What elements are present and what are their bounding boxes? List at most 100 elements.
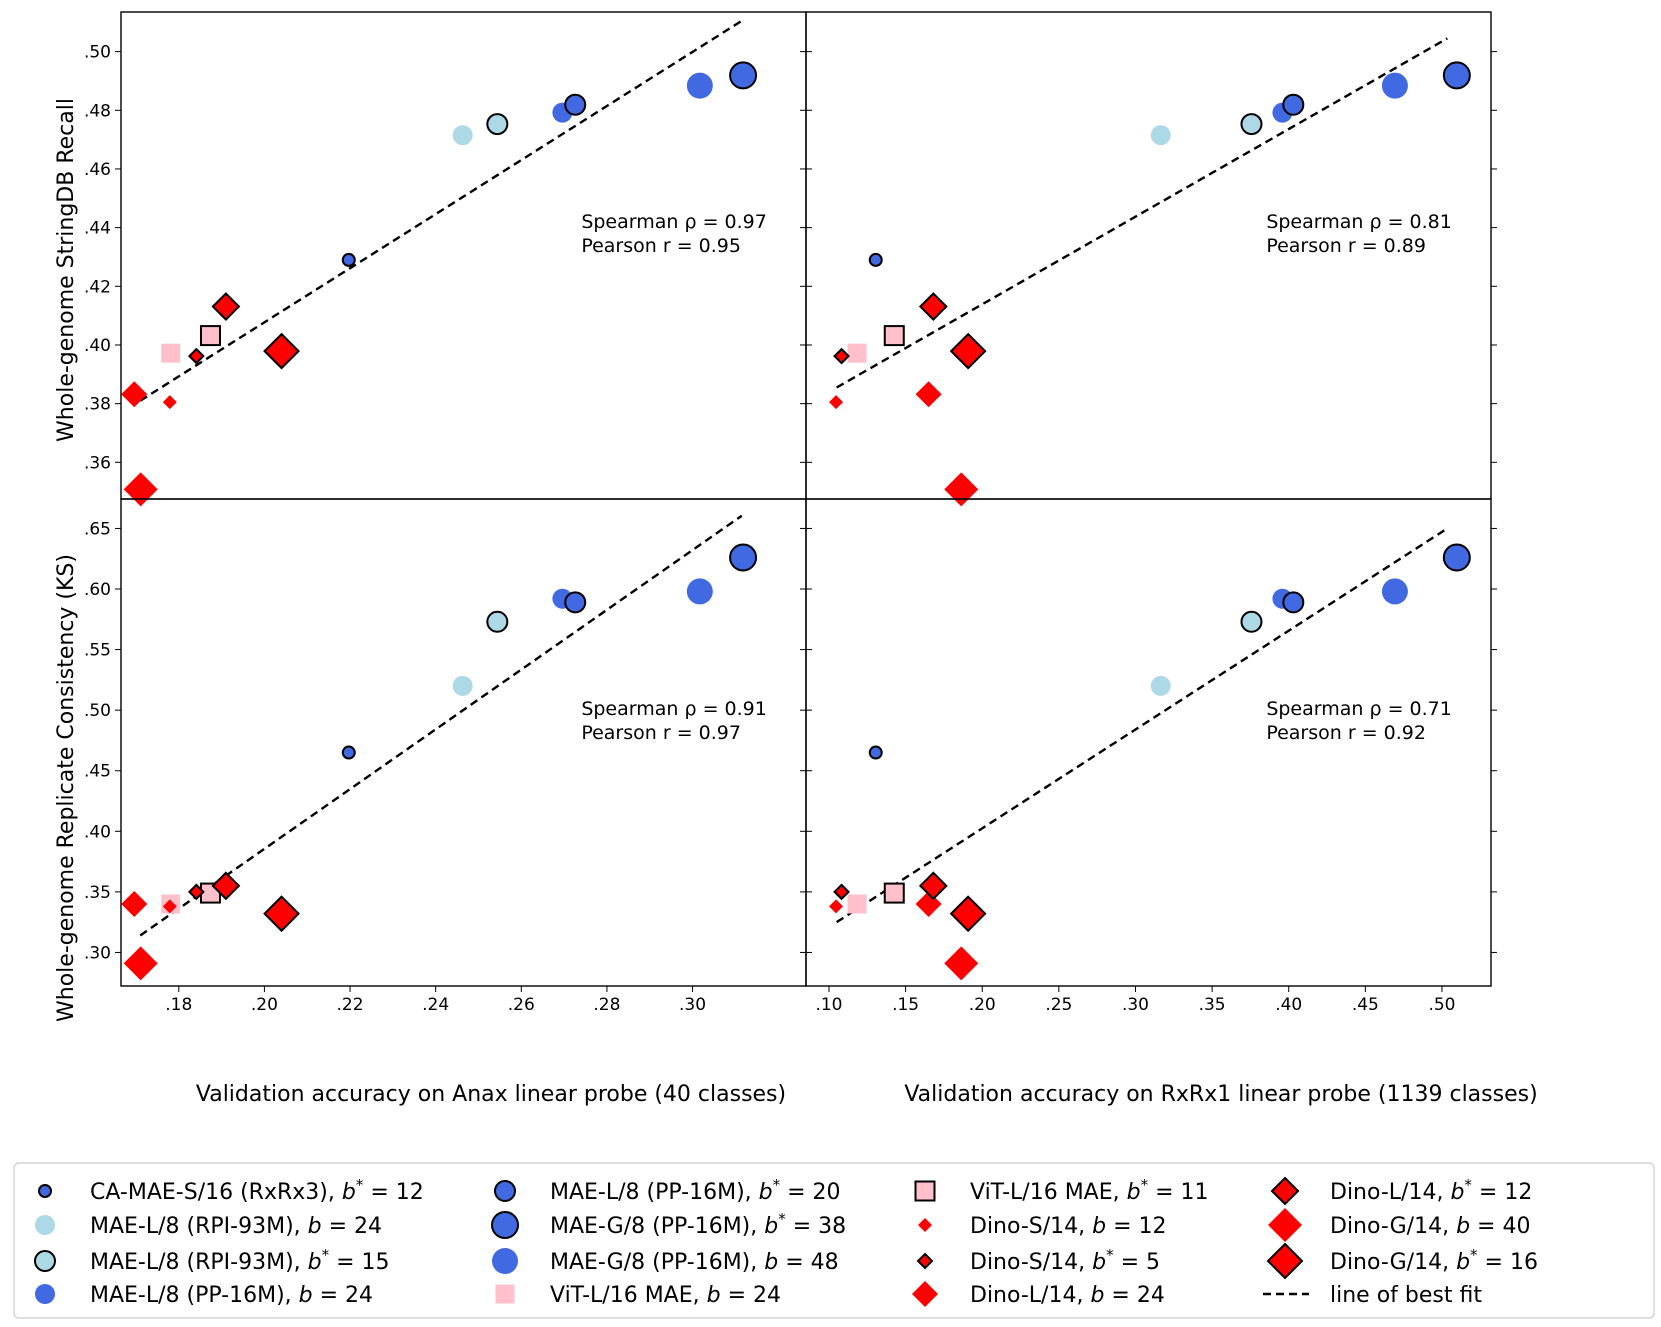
point-mae_g8_pp_b48: [1381, 72, 1408, 99]
legend-marker: [916, 1252, 934, 1270]
point-vit_l16_b24: [847, 894, 867, 914]
point-mae_g8_pp_b38: [1442, 543, 1471, 572]
y-tick-label: .35: [84, 883, 111, 903]
stat-text: Spearman ρ = 0.81: [1266, 211, 1452, 233]
point-dino_g14_b16: [263, 895, 300, 933]
y-axis-label-bottom: Whole-genome Replicate Consistency (KS): [54, 554, 79, 1022]
point-dino_s14_b5: [187, 883, 205, 901]
y-tick-label: .65: [84, 519, 111, 539]
legend-label: line of best fit: [1330, 1283, 1482, 1308]
point-mae_l8_rpi_b15: [1240, 113, 1263, 136]
legend-label: Dino-S/14, b* = 5: [970, 1246, 1160, 1275]
legend-marker: [35, 1215, 55, 1235]
point-dino_s14_b5: [833, 347, 850, 365]
stat-text: Pearson r = 0.89: [1266, 235, 1426, 257]
x-tick-label: .28: [593, 995, 620, 1015]
x-tick-label: .20: [251, 995, 278, 1015]
point-dino_l14_b12: [918, 292, 948, 321]
legend-label: MAE-G/8 (PP-16M), b* = 38: [550, 1210, 846, 1239]
point-ca_mae_s16: [868, 252, 883, 267]
legend-marker: [1268, 1208, 1302, 1242]
legend-label: MAE-G/8 (PP-16M), b = 48: [550, 1250, 839, 1275]
x-axis-label-left: Validation accuracy on Anax linear probe…: [196, 1082, 786, 1107]
y-tick-label: .48: [84, 101, 111, 121]
point-dino_l14_b24: [121, 381, 148, 408]
point-mae_l8_rpi_b24: [452, 675, 473, 696]
point-dino_l14_b12: [211, 871, 241, 901]
legend-marker: [494, 1180, 516, 1202]
x-tick-label: .30: [679, 995, 706, 1015]
point-mae_g8_pp_b38: [1442, 61, 1471, 90]
legend-entry: MAE-G/8 (PP-16M), b = 48: [492, 1248, 839, 1275]
best-fit-line: [139, 19, 743, 402]
point-mae_l8_pp_b20: [564, 93, 587, 116]
point-mae_l8_rpi_b24: [1150, 675, 1171, 696]
y-tick-label: .40: [84, 822, 111, 842]
point-ca_mae_s16: [341, 252, 356, 267]
legend-entry: CA-MAE-S/16 (RxRx3), b* = 12: [38, 1176, 424, 1205]
legend-label: Dino-G/14, b* = 16: [1330, 1246, 1538, 1275]
point-ca_mae_s16: [868, 745, 883, 760]
point-mae_l8_pp_b20: [1282, 591, 1305, 614]
legend-entry: MAE-G/8 (PP-16M), b* = 38: [491, 1210, 846, 1239]
x-tick-label: .18: [165, 995, 192, 1015]
point-mae_g8_pp_b38: [729, 61, 758, 90]
legend-label: ViT-L/16 MAE, b = 24: [550, 1283, 781, 1308]
legend-marker: [34, 1250, 56, 1272]
legend-marker: [495, 1284, 515, 1304]
point-dino_l14_b24: [915, 381, 942, 408]
legend-entry: ViT-L/16 MAE, b = 24: [495, 1283, 781, 1308]
point-dino_l14_b12: [211, 292, 241, 321]
point-dino_s14_b12: [162, 899, 177, 914]
x-tick-label: .25: [1045, 995, 1072, 1015]
legend-entry: MAE-L/8 (PP-16M), b* = 20: [494, 1176, 841, 1205]
y-axis-label-top: Whole-genome StringDB Recall: [54, 98, 79, 442]
y-tick-label: .50: [84, 43, 111, 63]
legend-entry: Dino-G/14, b = 40: [1268, 1208, 1530, 1242]
point-dino_g14_b16: [949, 895, 987, 933]
best-fit-line: [836, 37, 1448, 389]
point-ca_mae_s16: [341, 745, 356, 760]
legend-label: Dino-G/14, b = 40: [1330, 1214, 1530, 1239]
x-tick-label: .26: [508, 995, 535, 1015]
point-dino_s14_b12: [829, 899, 844, 914]
panel-bottom-right: .10 .15 .20 .25 .30 .35 .40 .45 .50 Spearman ρ = …: [800, 498, 1497, 1015]
stat-text: Spearman ρ = 0.91: [581, 698, 767, 720]
legend-marker: [918, 1218, 932, 1232]
x-tick-label: .22: [337, 995, 364, 1015]
y-tick-label: .38: [84, 395, 111, 415]
x-tick-label: .24: [422, 995, 449, 1015]
y-tick-label: .44: [84, 219, 111, 239]
y-tick-label: .30: [84, 943, 111, 963]
best-fit-line: [835, 527, 1448, 924]
legend-label: Dino-L/14, b = 24: [970, 1283, 1165, 1308]
stat-text: Spearman ρ = 0.71: [1266, 698, 1452, 720]
x-tick-label: .10: [815, 995, 842, 1015]
legend-entry: Dino-L/14, b* = 12: [1270, 1176, 1532, 1206]
point-vit_l16_b24: [847, 343, 867, 363]
point-mae_l8_rpi_b15: [486, 113, 509, 136]
legend-label: MAE-L/8 (RPI-93M), b* = 15: [90, 1246, 390, 1275]
legend-entry: ViT-L/16 MAE, b* = 11: [914, 1176, 1209, 1205]
legend-label: MAE-L/8 (PP-16M), b* = 20: [550, 1176, 841, 1205]
legend-label: Dino-S/14, b = 12: [970, 1214, 1167, 1239]
point-dino_s14_b12: [162, 395, 177, 410]
x-tick-label: .15: [892, 995, 919, 1015]
legend-entry: Dino-L/14, b = 24: [912, 1281, 1165, 1308]
legend-marker: [492, 1248, 518, 1274]
panel-top-left: .36 .38 .40 .42 .44 .46 .48 .50 Spearman ρ = 0.9…: [84, 11, 812, 507]
legend-frame: [13, 1162, 1655, 1319]
panel-frame: [805, 498, 1492, 987]
legend-label: MAE-L/8 (PP-16M), b = 24: [90, 1283, 373, 1308]
y-tick-label: .42: [84, 277, 111, 297]
legend-entry: MAE-L/8 (RPI-93M), b* = 15: [34, 1246, 390, 1275]
stat-text: Pearson r = 0.97: [581, 722, 741, 744]
legend-entry: Dino-S/14, b* = 5: [916, 1246, 1160, 1275]
legend-label: ViT-L/16 MAE, b* = 11: [970, 1176, 1209, 1205]
point-mae_l8_rpi_b24: [452, 125, 473, 146]
legend-entry: MAE-L/8 (PP-16M), b = 24: [35, 1283, 373, 1308]
point-mae_l8_rpi_b15: [1240, 610, 1263, 633]
y-tick-label: .36: [84, 453, 111, 473]
